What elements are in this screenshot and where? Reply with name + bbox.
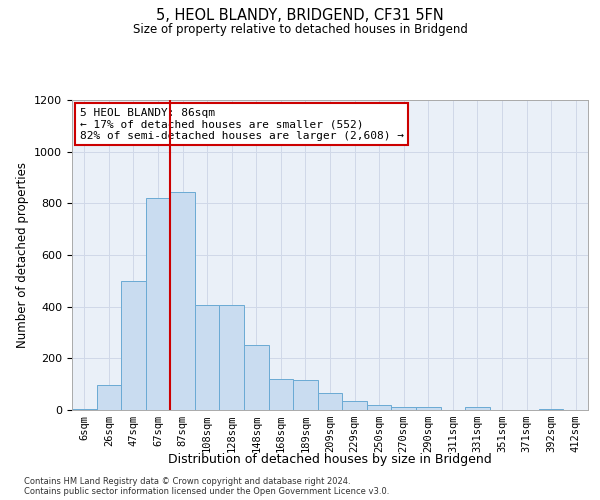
Bar [195, 306, 220, 410]
Bar [97, 386, 121, 410]
Text: Contains HM Land Registry data © Crown copyright and database right 2024.: Contains HM Land Registry data © Crown c… [24, 478, 350, 486]
Bar [220, 306, 244, 410]
Text: 5 HEOL BLANDY: 86sqm
← 17% of detached houses are smaller (552)
82% of semi-deta: 5 HEOL BLANDY: 86sqm ← 17% of detached h… [80, 108, 404, 141]
Bar [269, 379, 293, 410]
Bar [318, 393, 342, 410]
Text: Size of property relative to detached houses in Bridgend: Size of property relative to detached ho… [133, 22, 467, 36]
Bar [293, 380, 318, 410]
Bar [391, 408, 416, 410]
Text: Distribution of detached houses by size in Bridgend: Distribution of detached houses by size … [168, 452, 492, 466]
Y-axis label: Number of detached properties: Number of detached properties [16, 162, 29, 348]
Bar [342, 401, 367, 410]
Bar [244, 346, 269, 410]
Bar [72, 408, 97, 410]
Bar [121, 281, 146, 410]
Text: Contains public sector information licensed under the Open Government Licence v3: Contains public sector information licen… [24, 488, 389, 496]
Bar [416, 408, 440, 410]
Bar [539, 408, 563, 410]
Bar [170, 192, 195, 410]
Bar [367, 405, 391, 410]
Text: 5, HEOL BLANDY, BRIDGEND, CF31 5FN: 5, HEOL BLANDY, BRIDGEND, CF31 5FN [156, 8, 444, 22]
Bar [465, 408, 490, 410]
Bar [146, 198, 170, 410]
